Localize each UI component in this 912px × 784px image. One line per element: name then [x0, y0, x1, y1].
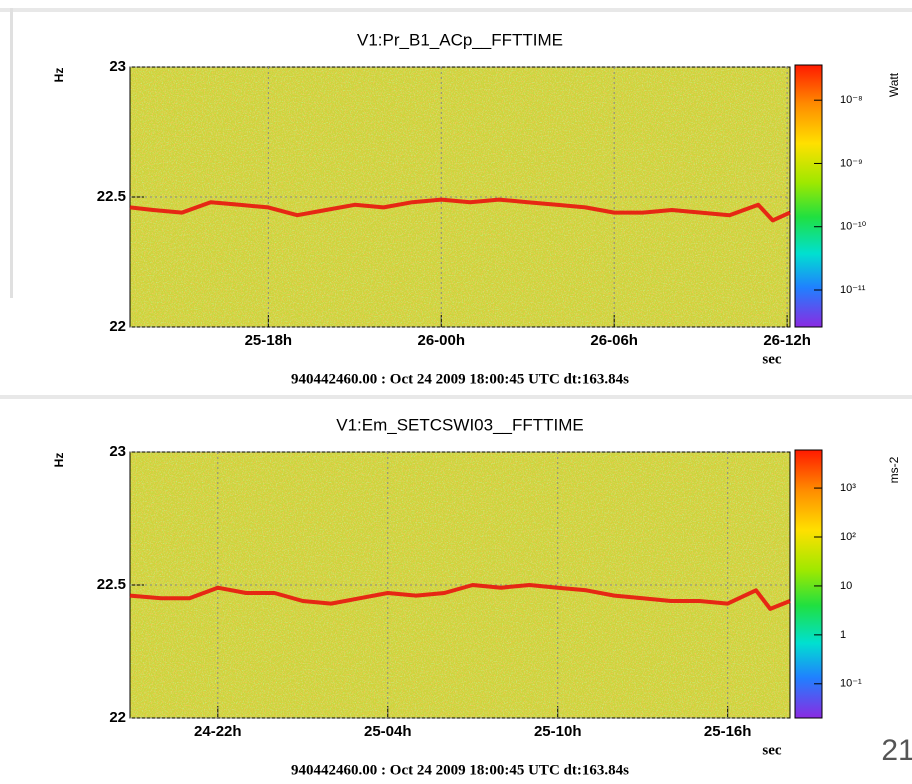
colorbar-tick-label: 1	[840, 629, 846, 641]
colorbar-tick-label: 10⁻⁹	[840, 157, 863, 169]
colorbar	[794, 449, 823, 719]
y-tick-label: 22	[109, 709, 126, 726]
x-tick-label: 25-10h	[534, 723, 582, 740]
x-tick-label: 26-00h	[418, 332, 466, 349]
colorbar-label: Watt	[887, 72, 901, 97]
chart-title: V1:Pr_B1_ACp__FFTTIME	[357, 30, 563, 49]
colorbar-tick-label: 10⁻¹¹	[840, 284, 866, 296]
page-number: 21	[881, 734, 912, 767]
chart-title: V1:Em_SETCSWI03__FFTTIME	[336, 415, 584, 434]
colorbar-label: ms-2	[887, 456, 901, 483]
colorbar-tick-label: 10³	[840, 482, 856, 494]
colorbar-tick-label: 10⁻¹⁰	[840, 221, 867, 233]
x-tick-label: 25-16h	[704, 723, 752, 740]
y-axis-label: Hz	[52, 68, 66, 83]
panel-border	[0, 395, 912, 399]
footer: 940442460.00 : Oct 24 2009 18:00:45 UTC …	[291, 762, 629, 778]
x-tick-label: 25-18h	[245, 332, 293, 349]
y-tick-label: 22.5	[97, 188, 126, 205]
x-axis-label: sec	[762, 351, 781, 367]
y-tick-label: 23	[109, 443, 126, 460]
colorbar-tick-label: 10²	[840, 531, 856, 543]
colorbar-tick-label: 10	[840, 580, 852, 592]
x-tick-label: 26-06h	[590, 332, 638, 349]
x-tick-label: 24-22h	[194, 723, 242, 740]
x-axis-label: sec	[762, 742, 781, 758]
y-axis-label: Hz	[52, 453, 66, 468]
colorbar-tick-label: 10⁻⁸	[840, 94, 863, 106]
panel-border	[10, 8, 13, 298]
x-tick-label: 26-12h	[763, 332, 811, 349]
y-tick-label: 22	[109, 318, 126, 335]
colorbar	[794, 64, 823, 328]
panel-border	[0, 8, 912, 12]
y-tick-label: 22.5	[97, 576, 126, 593]
y-tick-label: 23	[109, 58, 126, 75]
x-tick-label: 25-04h	[364, 723, 412, 740]
colorbar-tick-label: 10⁻¹	[840, 678, 862, 690]
peak-trace	[129, 197, 791, 223]
footer: 940442460.00 : Oct 24 2009 18:00:45 UTC …	[291, 371, 629, 387]
peak-trace	[129, 583, 791, 611]
